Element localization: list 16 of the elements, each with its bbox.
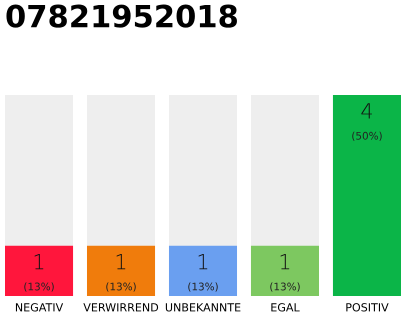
annotation: (13%) bbox=[24, 282, 54, 292]
data-label: 4 bbox=[361, 103, 372, 118]
data-label: 1 bbox=[116, 254, 126, 270]
chart-title: 07821952018 bbox=[6, 4, 237, 28]
annotation: (50%) bbox=[352, 132, 382, 141]
data-label: 1 bbox=[280, 254, 290, 270]
x-tick-label: UNBEKANNTE bbox=[166, 303, 240, 312]
x-tick-label: NEGATIV bbox=[16, 303, 64, 312]
x-tick-label: EGAL bbox=[271, 303, 300, 312]
data-label: 1 bbox=[198, 254, 208, 270]
annotation: (13%) bbox=[270, 282, 300, 292]
data-label: 1 bbox=[34, 254, 44, 270]
annotation: (13%) bbox=[106, 282, 136, 292]
annotation: (13%) bbox=[188, 282, 218, 292]
x-tick-label: POSITIV bbox=[346, 303, 389, 312]
x-tick-label: VERWIRREND bbox=[83, 303, 158, 312]
